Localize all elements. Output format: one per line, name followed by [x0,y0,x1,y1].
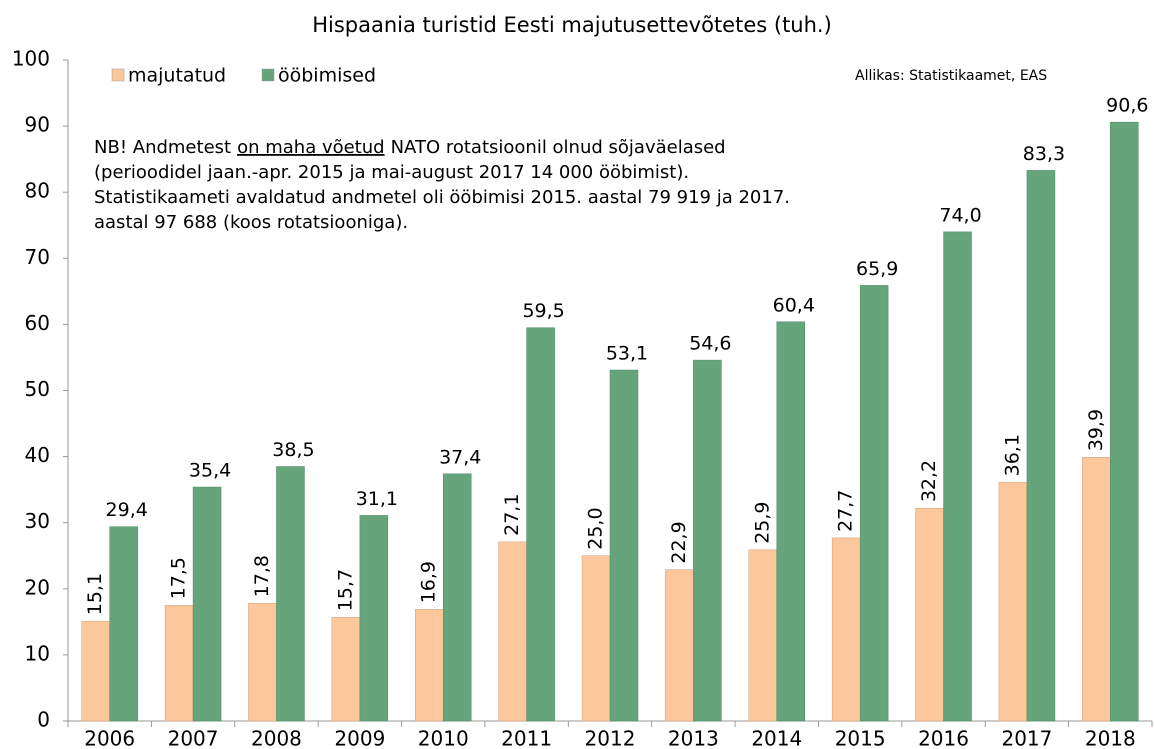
legend-label: ööbimised [278,65,376,87]
data-label: 27,1 [501,494,523,536]
x-tick-label: 2014 [751,727,802,749]
x-tick-label: 2018 [1085,727,1136,749]
data-label: 15,1 [84,573,106,615]
y-tick-label: 90 [25,113,50,137]
x-tick-label: 2011 [501,727,552,749]
data-label: 25,0 [585,507,607,549]
data-label: 31,1 [356,488,398,510]
bar [331,616,361,722]
note-part: NATO rotatsioonil olnud sõjaväelased [391,137,726,158]
bar [498,541,527,722]
data-label: 17,8 [251,555,273,597]
bar [81,620,110,722]
y-tick-label: 70 [25,245,50,269]
bar [859,285,889,722]
bar [776,321,806,722]
data-label: 32,2 [918,460,940,502]
x-tick-label: 2006 [84,727,135,749]
y-tick-label: 10 [25,641,50,665]
data-label: 65,9 [856,258,898,280]
bar [164,605,194,722]
data-label: 37,4 [439,446,481,468]
y-tick-label: 80 [25,179,50,203]
bar [831,537,861,722]
note-line: aastal 97 688 (koos rotatsiooniga). [94,212,408,233]
bar [581,555,611,722]
data-label: 27,7 [835,490,857,532]
y-tick-label: 40 [25,443,50,467]
x-tick-label: 2017 [1001,727,1052,749]
note-part: on maha võetud [237,137,385,158]
note-part: NB! Andmetest [94,137,231,158]
data-label: 25,9 [751,501,773,543]
chart-title: Hispaania turistid Eesti majutusettevõte… [312,13,832,37]
bar [109,526,138,722]
bar [276,466,305,722]
data-label: 22,9 [668,521,690,563]
x-tick-label: 2015 [835,727,886,749]
note-line: Statistikaameti avaldatud andmetel oli ö… [94,187,790,208]
y-tick-label: 100 [12,47,50,71]
bar [442,473,472,722]
bar [1082,457,1111,722]
x-tick-label: 2016 [918,727,969,749]
note: NB! Andmetest on maha võetud NATO rotatsio… [94,137,790,233]
bar [665,569,694,722]
y-tick-label: 60 [25,311,50,335]
bar [915,507,944,722]
bar [693,359,722,722]
bar [414,609,444,722]
y-tick-label: 0 [37,708,50,732]
x-tick-label: 2007 [168,727,219,749]
x-tick-label: 2010 [418,727,469,749]
data-label: 90,6 [1106,95,1148,117]
data-label: 60,4 [773,294,815,316]
source: Allikas: Statistikaamet, EAS [855,68,1047,84]
data-label: 15,7 [334,569,356,611]
bar [359,515,389,722]
data-label: 35,4 [189,460,231,482]
bar [526,327,555,722]
data-label: 54,6 [689,333,731,355]
data-label: 59,5 [522,300,564,322]
x-tick-label: 2013 [668,727,719,749]
data-label: 53,1 [606,343,648,365]
legend-label: majutatud [128,65,226,87]
note-line: (perioodidel jaan.-apr. 2015 ja mai-augu… [94,162,689,183]
data-label: 36,1 [1001,434,1023,476]
data-label: 74,0 [939,204,981,226]
y-tick-label: 20 [25,575,50,599]
bar [609,369,639,722]
data-label: 39,9 [1085,409,1107,451]
data-label: 29,4 [106,499,148,521]
legend-swatch [261,68,275,82]
x-tick-label: 2009 [334,727,385,749]
data-label: 17,5 [168,557,190,599]
bar [1026,170,1056,722]
data-label: 16,9 [418,561,440,603]
bar [943,231,972,722]
y-tick-label: 30 [25,509,50,533]
bar [192,486,222,722]
x-tick-label: 2008 [251,727,302,749]
bar [748,549,778,722]
data-label: 83,3 [1023,143,1065,165]
bar [1110,121,1139,722]
bar [998,482,1028,722]
legend-swatch [111,68,125,82]
note-line: NB! Andmetest on maha võetud NATO rotatsio… [94,137,726,158]
x-tick-label: 2012 [585,727,636,749]
y-tick-label: 50 [25,377,50,401]
data-label: 38,5 [272,439,314,461]
bar [248,603,277,722]
